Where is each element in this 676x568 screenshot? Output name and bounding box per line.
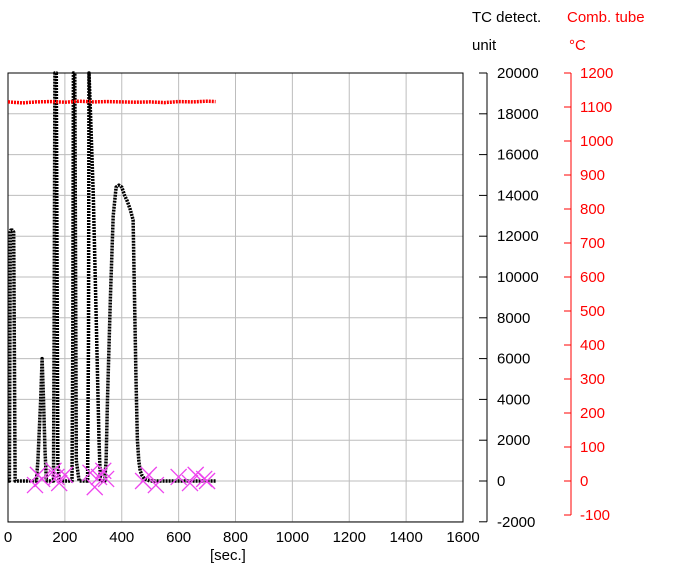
x-marker xyxy=(198,472,216,490)
x-tick-label: 1600 xyxy=(446,529,479,546)
left-axis-tick-label: 16000 xyxy=(497,147,539,164)
x-marker xyxy=(56,466,74,484)
x-marker-stroke xyxy=(147,476,165,494)
right-axis-tick-label: 600 xyxy=(580,269,605,286)
x-marker-stroke xyxy=(170,468,188,486)
right-axis-tick-label: 300 xyxy=(580,371,605,388)
x-tick-label: 800 xyxy=(223,529,248,546)
x-marker-stroke xyxy=(94,462,112,480)
x-marker-stroke xyxy=(86,478,104,496)
x-tick-label: 600 xyxy=(166,529,191,546)
x-marker xyxy=(187,466,205,484)
left-axis-tick-label: 12000 xyxy=(497,228,539,245)
x-marker xyxy=(170,468,188,486)
x-tick-label: 1200 xyxy=(333,529,366,546)
left-axis-tick-label: 6000 xyxy=(497,351,530,368)
x-marker xyxy=(45,462,62,480)
x-marker-stroke xyxy=(187,466,205,484)
plot-frame xyxy=(7,72,464,523)
x-marker-stroke xyxy=(50,474,68,492)
left-axis-tick-label: 14000 xyxy=(497,187,539,204)
right-axis-tick-label: 500 xyxy=(580,303,605,320)
left-axis-tick-label: 8000 xyxy=(497,310,530,327)
right-axis-tick-label: 1200 xyxy=(580,65,613,82)
x-axis-ticks: 0 200 400 600 800 1000 1200 1400 1600 xyxy=(4,529,480,546)
right-axis-title-line2: °C xyxy=(569,37,586,54)
x-tick-label: 0 xyxy=(4,529,12,546)
comb-tube-temperature-line xyxy=(7,99,216,105)
x-marker-stroke xyxy=(45,462,62,480)
right-axis-tick-label: 200 xyxy=(580,405,605,422)
right-axis-tick-label: 1100 xyxy=(580,99,612,116)
x-marker xyxy=(33,470,51,488)
right-axis-title-line1: Comb. tube xyxy=(567,9,645,26)
right-axis-tick-label: 1000 xyxy=(580,133,613,150)
x-marker xyxy=(140,466,158,484)
x-tick-label: 1000 xyxy=(276,529,309,546)
left-axis-tick-label: 10000 xyxy=(497,269,539,286)
x-marker xyxy=(97,470,115,488)
x-marker-stroke xyxy=(140,466,158,484)
right-axis-tick-label: 400 xyxy=(580,337,605,354)
x-tick-label: 400 xyxy=(109,529,134,546)
x-axis-label: [sec.] xyxy=(210,547,246,564)
x-marker-stroke xyxy=(198,472,216,490)
x-marker xyxy=(147,476,165,494)
left-y-axis: 2000018000160001400012000100008000600040… xyxy=(479,65,539,531)
x-tick-label: 200 xyxy=(52,529,77,546)
left-axis-tick-label: 0 xyxy=(497,473,505,490)
left-axis-tick-label: 18000 xyxy=(497,106,539,123)
right-axis-tick-label: 800 xyxy=(580,201,605,218)
x-marker-stroke xyxy=(97,470,115,488)
x-marker xyxy=(86,478,104,496)
x-marker xyxy=(181,474,199,492)
right-axis-tick-label: 0 xyxy=(580,473,588,490)
left-axis-tick-label: 20000 xyxy=(497,65,539,82)
right-axis-tick-label: 900 xyxy=(580,167,605,184)
left-axis-title-line1: TC detect. xyxy=(472,9,541,26)
x-tick-label: 1400 xyxy=(389,529,422,546)
right-axis-tick-label: 700 xyxy=(580,235,605,252)
x-marker-stroke xyxy=(26,476,44,494)
x-marker xyxy=(50,474,68,492)
x-marker-stroke xyxy=(82,464,99,482)
left-axis-tick-label: -2000 xyxy=(497,514,535,531)
x-marker xyxy=(26,476,44,494)
x-marker-stroke xyxy=(56,466,74,484)
marker-layer xyxy=(26,462,216,496)
x-marker-stroke xyxy=(33,470,51,488)
right-axis-tick-label: -100 xyxy=(580,507,610,524)
left-axis-title-line2: unit xyxy=(472,37,497,54)
series-layer xyxy=(7,71,216,483)
left-axis-tick-label: 2000 xyxy=(497,432,530,449)
right-y-axis: 1200110010009008007006005004003002001000… xyxy=(564,65,613,524)
x-marker-stroke xyxy=(181,474,199,492)
right-axis-tick-label: 100 xyxy=(580,439,605,456)
left-axis-tick-label: 4000 xyxy=(497,391,530,408)
